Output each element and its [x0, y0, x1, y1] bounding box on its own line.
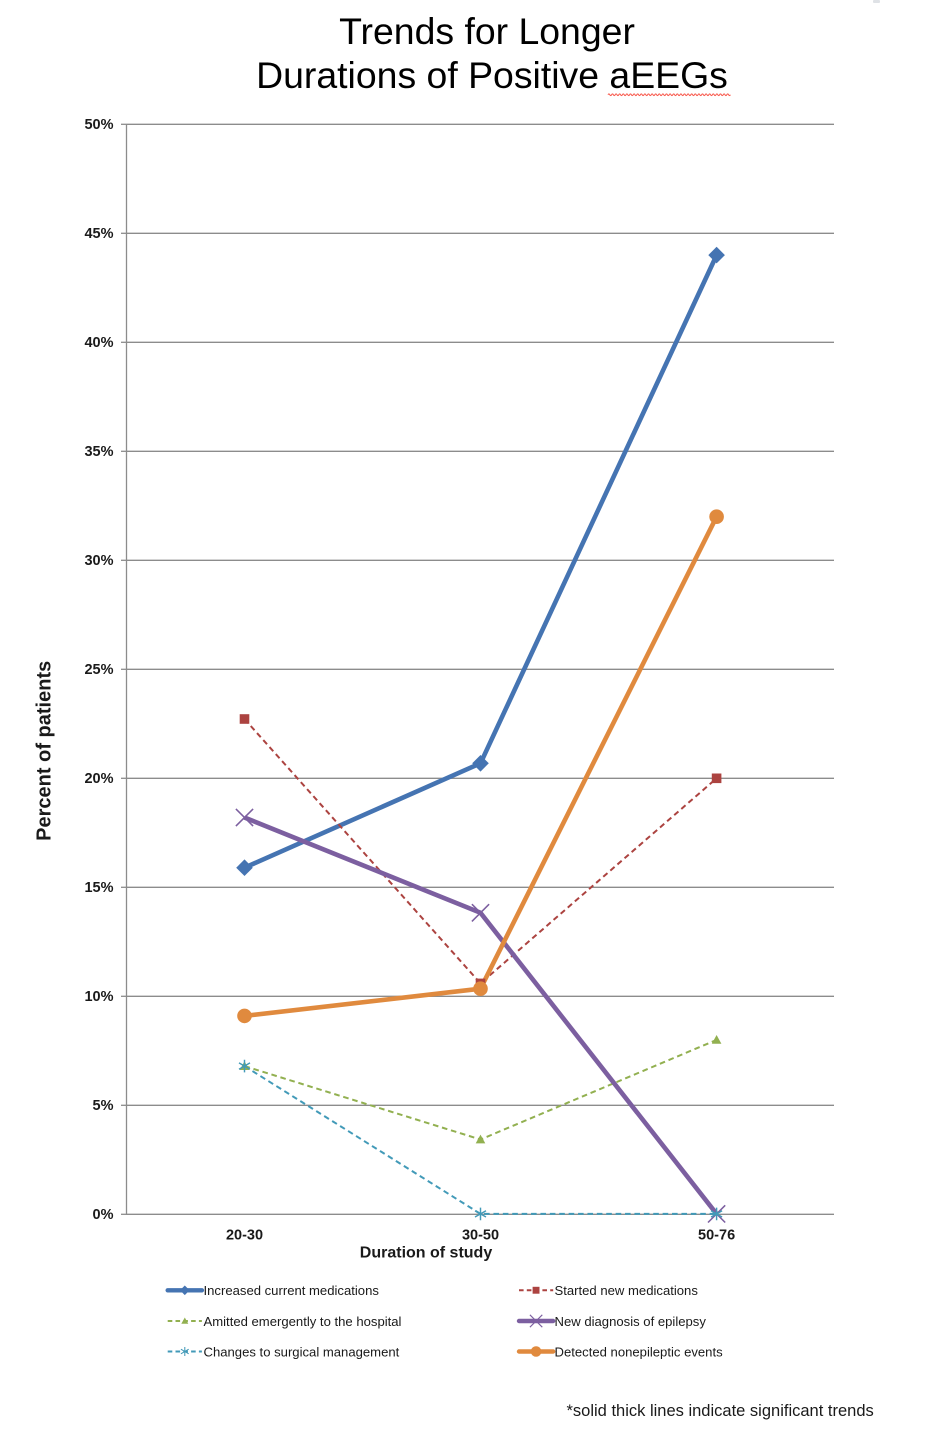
svg-text:New diagnosis of epilepsy: New diagnosis of epilepsy [555, 1314, 707, 1329]
svg-text:10%: 10% [84, 989, 113, 1005]
svg-text:15%: 15% [84, 880, 113, 896]
svg-text:Increased current medications: Increased current medications [204, 1283, 380, 1298]
svg-text:40%: 40% [84, 335, 113, 351]
svg-text:0%: 0% [93, 1207, 114, 1223]
svg-text:*solid thick lines indicate si: *solid thick lines indicate significant … [567, 1402, 874, 1420]
svg-text:Detected nonepileptic events: Detected nonepileptic events [555, 1344, 724, 1359]
svg-text:25%: 25% [84, 662, 113, 678]
svg-text:Durations of Positive aEEGs: Durations of Positive aEEGs [256, 54, 728, 96]
svg-text:50%: 50% [84, 117, 113, 133]
svg-text:20%: 20% [84, 771, 113, 787]
svg-text:20-30: 20-30 [226, 1228, 263, 1244]
svg-text:Trends for Longer: Trends for Longer [339, 10, 635, 52]
svg-text:Started new medications: Started new medications [555, 1283, 699, 1298]
svg-text:35%: 35% [84, 444, 113, 460]
svg-text:Amitted emergently to the hosp: Amitted emergently to the hospital [204, 1314, 402, 1329]
svg-text:Percent of patients: Percent of patients [34, 661, 56, 841]
svg-text:5%: 5% [93, 1098, 114, 1114]
svg-text:50-76: 50-76 [698, 1228, 735, 1244]
svg-text:Changes to surgical management: Changes to surgical management [204, 1344, 400, 1359]
svg-text:Duration of study: Duration of study [360, 1245, 493, 1262]
svg-text:30%: 30% [84, 553, 113, 569]
svg-text:45%: 45% [84, 226, 113, 242]
svg-text:30-50: 30-50 [462, 1228, 499, 1244]
